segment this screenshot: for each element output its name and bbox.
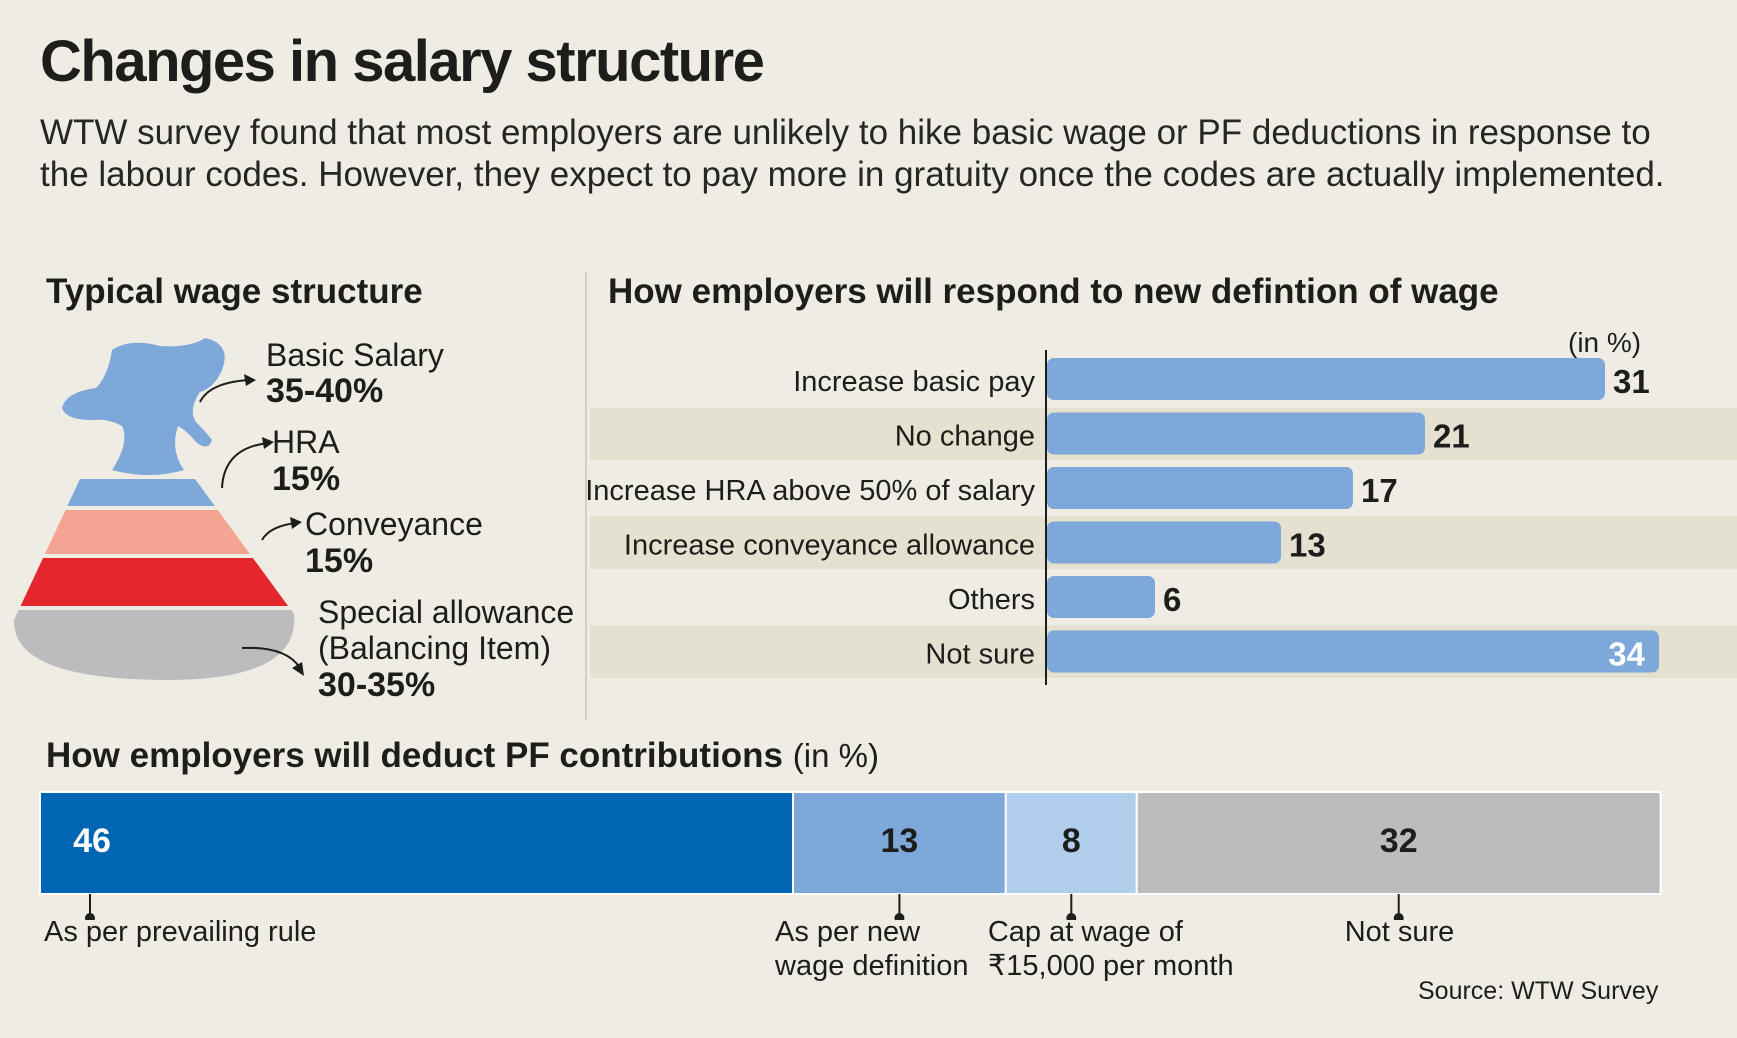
data-label: 17 (1361, 472, 1398, 509)
bag-section-conveyance (13, 558, 295, 606)
bar (1047, 467, 1353, 509)
response-chart-title: How employers will respond to new defint… (608, 272, 1499, 311)
pf-category-label: As per new wage definition (775, 915, 968, 983)
pf-category-label: Cap at wage of ₹15,000 per month (988, 915, 1234, 983)
bag-label-conveyance: Conveyance (305, 506, 483, 542)
pf-category-label-line: ₹15,000 per month (987, 950, 1234, 982)
pf-segment (1135, 791, 1662, 895)
bar (1047, 630, 1659, 673)
bag-value-conveyance: 15% (305, 542, 374, 580)
pf-leader-dot (1066, 913, 1077, 920)
pf-segment (792, 791, 1007, 895)
data-label: 13 (1289, 527, 1326, 564)
pf-value: 13 (881, 822, 919, 860)
bar (1047, 576, 1155, 618)
pf-value: 46 (73, 822, 111, 860)
category-label: No change (895, 421, 1035, 453)
pf-category-label: Not sure (1345, 915, 1455, 949)
category-label: Not sure (925, 639, 1035, 671)
page-title: Changes in salary structure (40, 29, 765, 94)
bag-value-hra: 15% (272, 460, 341, 498)
response-unit-note: (in %) (1568, 327, 1642, 358)
source-note: Source: WTW Survey (1418, 977, 1659, 1005)
category-label: Increase basic pay (793, 366, 1035, 398)
data-label: 34 (1608, 636, 1645, 673)
bar (1047, 412, 1425, 455)
arrow-conveyance (261, 522, 297, 541)
data-label: 31 (1613, 363, 1650, 400)
pf-value: 8 (1062, 822, 1081, 860)
bag-label-special-line1: Special allowance (318, 594, 575, 630)
response-bar-chart: Increase basic pay 31 No change 21 Increase … (585, 350, 1737, 685)
arrowhead-conveyance (290, 517, 302, 529)
bag-label-hra: HRA (272, 424, 340, 460)
arrow-special (241, 646, 301, 669)
data-label: 6 (1163, 581, 1181, 618)
bag-label-special-line2: (Balancing Item) (318, 630, 551, 666)
pf-chart-heading: How employers will deduct PF contributio… (46, 736, 879, 776)
category-label: Others (948, 584, 1035, 616)
arrowhead-basic (244, 374, 256, 386)
pf-category-label-line: Not sure (1344, 916, 1455, 948)
pf-category-label: As per prevailing rule (44, 915, 316, 949)
data-label: 21 (1433, 418, 1470, 455)
pf-stacked-bar-chart: 46 13 8 32 (39, 791, 1662, 920)
wage-bag-chart (13, 338, 304, 680)
category-label: Increase HRA above 50% of salary (585, 475, 1035, 507)
pf-leader-dot (85, 913, 95, 920)
bag-label-basic: Basic Salary (266, 337, 444, 373)
page-subtitle: WTW survey found that most employers are… (40, 113, 1665, 194)
pf-category-label-line: As per new (775, 916, 921, 948)
pf-category-label-line: Cap at wage of (987, 916, 1183, 948)
pf-chart-title: How employers will deduct PF contributio… (46, 736, 784, 775)
bar (1047, 358, 1605, 400)
bag-section-hra (13, 510, 295, 554)
pf-value: 32 (1380, 822, 1418, 860)
arrowhead-special (292, 662, 304, 676)
bag-knot (62, 338, 225, 475)
value-axis (1045, 350, 1047, 685)
category-label: Increase conveyance allowance (624, 530, 1035, 562)
wage-structure-title: Typical wage structure (46, 272, 423, 311)
section-divider (585, 272, 587, 720)
bag-value-basic: 35-40% (266, 372, 384, 410)
bag-value-special: 30-35% (318, 666, 436, 704)
pf-leader-dot (1393, 913, 1404, 920)
pf-segment (39, 791, 795, 895)
pf-unit-note: (in %) (792, 737, 879, 774)
pf-leader-dot (894, 913, 905, 920)
arrow-hra (221, 442, 269, 489)
pf-category-label-line: wage definition (775, 950, 969, 982)
arrow-basic (199, 379, 251, 403)
pf-category-label-line: As per prevailing rule (44, 916, 317, 948)
bar (1047, 521, 1281, 564)
arrowhead-hra (262, 437, 274, 449)
